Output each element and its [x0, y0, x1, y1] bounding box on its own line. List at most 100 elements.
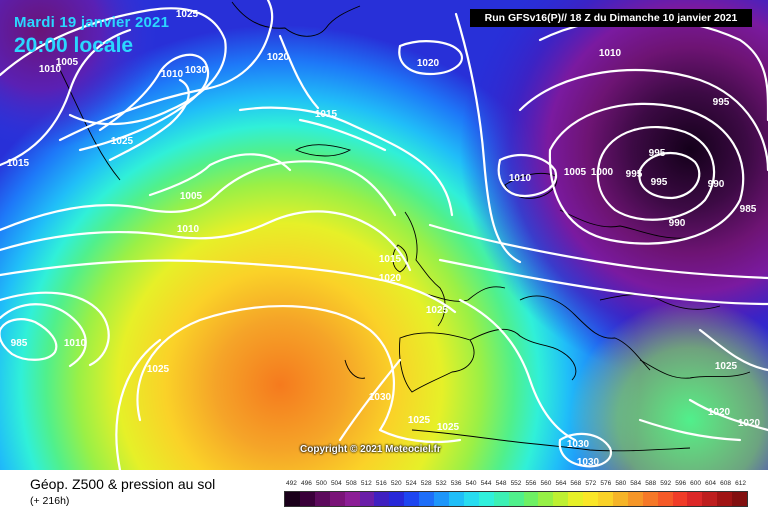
legend-color-cell [702, 492, 718, 506]
legend-value-label: 516 [375, 480, 387, 487]
legend-value-label: 584 [630, 480, 642, 487]
legend-value-label: 504 [330, 480, 342, 487]
isobar-pressure-label: 1010 [177, 224, 200, 235]
legend-color-cell [627, 492, 643, 506]
isobar-pressure-label: 1025 [111, 136, 134, 147]
legend-color-cell [448, 492, 464, 506]
isobar-pressure-label: 1015 [7, 158, 30, 169]
legend-value-label: 564 [555, 480, 567, 487]
isobar-pressure-label: 1000 [591, 167, 614, 178]
isobar-pressure-label: 1010 [509, 173, 532, 184]
legend-color-cell [314, 492, 330, 506]
legend-value-label: 568 [570, 480, 582, 487]
isobar-pressure-label: 1025 [437, 422, 460, 433]
legend-color-cell [493, 492, 509, 506]
isobar-pressure-label: 1010 [599, 48, 622, 59]
legend-color-cell [583, 492, 599, 506]
legend-color-cell [687, 492, 703, 506]
isobars [0, 0, 768, 470]
legend-value-label: 524 [405, 480, 417, 487]
isobar-pressure-label: 1020 [267, 52, 290, 63]
legend-color-cell [389, 492, 405, 506]
isobar-pressure-label: 990 [708, 179, 725, 190]
isobar-pressure-label: 1005 [56, 57, 79, 68]
legend-labels: 492 496 500 504 508 512 516 520 524 528 532 536 540 5… [284, 480, 748, 490]
legend-value-label: 560 [540, 480, 552, 487]
color-scale-legend: 492 496 500 504 508 512 516 520 524 528 532 536 540 5… [284, 480, 748, 508]
legend-value-label: 572 [585, 480, 597, 487]
isobar-pressure-label: 1025 [715, 361, 738, 372]
isobar-pressure-label: 995 [626, 169, 643, 180]
legend-value-label: 548 [495, 480, 507, 487]
isobar-pressure-label: 1010 [39, 64, 62, 75]
legend-value-label: 552 [510, 480, 522, 487]
legend-value-label: 576 [600, 480, 612, 487]
legend-color-bar [284, 491, 748, 507]
valid-date: Mardi 19 janvier 2021 [14, 14, 170, 31]
isobar-pressure-label: 1005 [180, 191, 203, 202]
legend-color-cell [538, 492, 554, 506]
legend-color-cell [285, 492, 300, 506]
legend-color-cell [508, 492, 524, 506]
legend-color-cell [359, 492, 375, 506]
legend-color-cell [642, 492, 658, 506]
isobar-pressure-label: 1020 [417, 58, 440, 69]
legend-color-cell [657, 492, 673, 506]
isobar-pressure-label: 995 [651, 177, 668, 188]
legend-value-label: 540 [465, 480, 477, 487]
isobar-pressure-label: 1025 [408, 415, 431, 426]
legend-color-cell [404, 492, 420, 506]
map-parameter-title: Géop. Z500 & pression au sol [30, 476, 216, 492]
legend-color-cell [553, 492, 569, 506]
copyright-notice: Copyright © 2021 Meteociel.fr [300, 444, 441, 455]
isobar-pressure-label: 1005 [564, 167, 587, 178]
legend-value-label: 512 [360, 480, 372, 487]
isobar-pressure-label: 1030 [369, 392, 392, 403]
isobar-pressure-label: 1010 [64, 338, 87, 349]
legend-color-cell [612, 492, 628, 506]
isobar-pressure-label: 1030 [185, 65, 208, 76]
legend-color-cell [732, 492, 748, 506]
legend-value-label: 496 [301, 480, 312, 487]
isobar-pressure-label: 1025 [147, 364, 170, 375]
coastlines [59, 1, 751, 452]
isobar-pressure-label: 1015 [315, 109, 338, 120]
isobar-pressure-label: 985 [740, 204, 757, 215]
isobar-pressure-label: 985 [11, 338, 28, 349]
legend-value-label: 492 [286, 480, 297, 487]
isobar-pressure-label: 990 [669, 218, 686, 229]
legend-color-cell [374, 492, 390, 506]
legend-color-cell [568, 492, 584, 506]
isobar-pressure-label: 1010 [161, 69, 184, 80]
isobar-pressure-label: 1020 [379, 273, 402, 284]
legend-color-cell [598, 492, 613, 506]
legend-color-cell [672, 492, 688, 506]
legend-value-label: 588 [645, 480, 657, 487]
legend-color-cell [299, 492, 315, 506]
legend-value-label: 532 [435, 480, 447, 487]
legend-value-label: 520 [390, 480, 402, 487]
isobar-pressure-label: 1015 [379, 254, 402, 265]
legend-value-label: 536 [450, 480, 462, 487]
legend-value-label: 592 [660, 480, 672, 487]
isobar-pressure-label: 995 [713, 97, 730, 108]
legend-value-label: 528 [420, 480, 432, 487]
legend-value-label: 500 [315, 480, 327, 487]
legend-color-cell [523, 492, 539, 506]
isobar-pressure-label: 1025 [176, 9, 199, 20]
isobar-pressure-label: 1020 [708, 407, 731, 418]
isobar-pressure-label: 995 [649, 148, 666, 159]
legend-value-label: 596 [675, 480, 687, 487]
legend-value-label: 556 [525, 480, 537, 487]
legend-color-cell [434, 492, 449, 506]
legend-color-cell [478, 492, 494, 506]
isobar-pressure-label: 1030 [567, 439, 590, 450]
isobar-pressure-label: 1025 [426, 305, 449, 316]
legend-color-cell [344, 492, 360, 506]
legend-value-label: 508 [345, 480, 357, 487]
legend-color-cell [717, 492, 733, 506]
isobar-pressure-label: 1030 [577, 457, 600, 468]
legend-value-label: 604 [705, 480, 717, 487]
